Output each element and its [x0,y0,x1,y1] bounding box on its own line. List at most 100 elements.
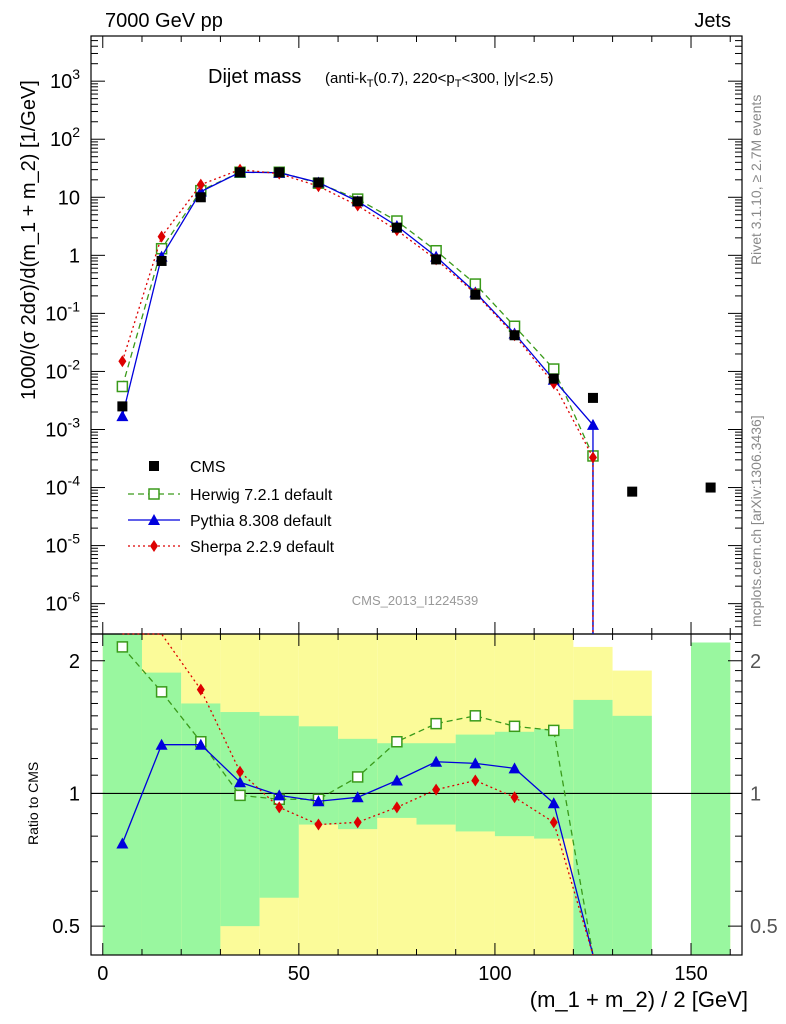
point-cms [548,373,559,384]
point-pythia [586,418,599,430]
ratio-point-pythia [547,797,560,809]
band-inner [691,642,731,955]
point-sherpa [118,355,127,368]
header-right: Jets [694,10,731,32]
ratio-tick-label-right: 2 [750,651,761,673]
band-inner [220,712,260,927]
y-tick-label: 10 [58,187,80,209]
legend-marker-pythia [148,514,160,525]
y-tick-label: 10-1 [45,298,80,325]
band-inner [141,672,182,955]
band-inner [612,715,652,955]
ratio-tick-label: 1 [69,783,80,805]
point-cms [313,177,324,188]
band-inner [298,726,339,825]
legend-label: Pythia 8.308 default [190,513,332,530]
legend-marker-herwig [148,488,160,500]
ratio-tick-label: 2 [69,651,80,673]
point-cms [627,486,638,497]
line-pythia [121,171,594,634]
legend-label: Sherpa 2.2.9 default [190,539,335,556]
y-axis-label: 1000/(σ 2dσ)/d(m_1 + m_2) [1/GeV] [18,80,40,400]
x-tick-label: 0 [97,963,108,985]
legend-marker-sherpa [150,540,158,552]
ratio-series [116,633,594,956]
ratio-point-sherpa [196,683,205,696]
x-axis-label: (m_1 + m_2) / 2 [GeV] [530,987,748,1012]
analysis-watermark: CMS_2013_I1224539 [352,593,479,608]
ratio-point-herwig [391,736,403,748]
point-cms [705,482,716,493]
point-herwig [548,363,560,375]
y-tick-label: 10-4 [45,473,80,500]
ratio-point-pythia [273,789,286,801]
ratio-tick-label-right: 1 [750,783,761,805]
ratio-point-herwig [351,771,364,783]
legend-label: CMS [190,459,226,476]
ratio-point-pythia [312,795,325,807]
point-sherpa [588,451,597,464]
ratio-y-axis-label: Ratio to CMS [25,762,41,845]
ratio-point-pythia [155,738,168,750]
ratio-point-herwig [508,720,521,733]
y-tick-label: 10-5 [45,531,80,558]
ratio-point-pythia [430,755,443,767]
ratio-tick-label: 0.5 [52,916,80,938]
point-cms [509,330,520,341]
ratio-point-sherpa [432,783,441,796]
point-cms [156,255,167,266]
line-herwig [121,171,594,634]
rivet-label: Rivet 3.1.10, ≥ 2.7M events [748,95,764,265]
ratio-point-pythia [469,757,482,769]
point-sherpa [157,230,166,243]
ratio-uncertainty-bands [102,634,731,955]
plot-cuts: (anti-kT(0.7), 220<pT<300, |y|<2.5) [325,70,554,90]
ratio-point-sherpa [275,801,284,814]
point-pythia [116,410,129,422]
point-cms [470,289,481,300]
ratio-point-sherpa [314,818,323,831]
main-series [116,163,716,634]
point-herwig [116,380,129,393]
y-tick-label: 103 [50,66,80,93]
ratio-point-pythia [234,776,247,788]
legend: CMS Herwig 7.2.1 default Pythia 8.308 defa… [128,459,335,556]
ratio-point-sherpa [549,816,558,829]
y-tick-label: 10-6 [45,589,80,616]
ratio-point-sherpa [471,774,480,787]
point-sherpa [196,178,205,191]
ratio-point-pythia [508,762,521,774]
point-cms [391,222,402,233]
point-cms [352,196,363,207]
ratio-point-herwig [430,717,442,730]
line-sherpa [121,168,594,634]
header-left: 7000 GeV pp [105,10,223,32]
ratio-point-herwig [469,710,482,722]
ratio-point-sherpa [236,765,245,778]
y-tick-label: 10-2 [45,356,80,383]
y-tick-label: 102 [50,124,80,151]
ratio-point-herwig [548,724,560,737]
point-cms [235,167,246,178]
ratio-point-pythia [390,774,403,786]
ratio-tick-label-right: 0.5 [750,916,778,938]
point-cms [274,167,285,178]
point-cms [117,401,128,412]
x-tick-label: 100 [478,963,511,985]
point-cms [431,254,442,265]
x-tick-label: 50 [288,963,310,985]
main-panel-frame [90,35,743,635]
x-tick-label: 150 [674,963,707,985]
point-cms [195,192,206,203]
band-inner [102,634,142,955]
band-inner [573,699,613,955]
legend-label: Herwig 7.2.1 default [190,487,333,504]
ratio-point-pythia [194,738,207,750]
ratio-point-herwig [234,789,246,802]
mcplots-label: mcplots.cern.ch [arXiv:1306.3436] [748,415,764,627]
plot-title: Dijet mass [208,66,301,88]
y-tick-label: 10-3 [45,414,80,441]
legend-marker-cms [149,461,159,471]
ratio-point-sherpa [353,816,362,829]
